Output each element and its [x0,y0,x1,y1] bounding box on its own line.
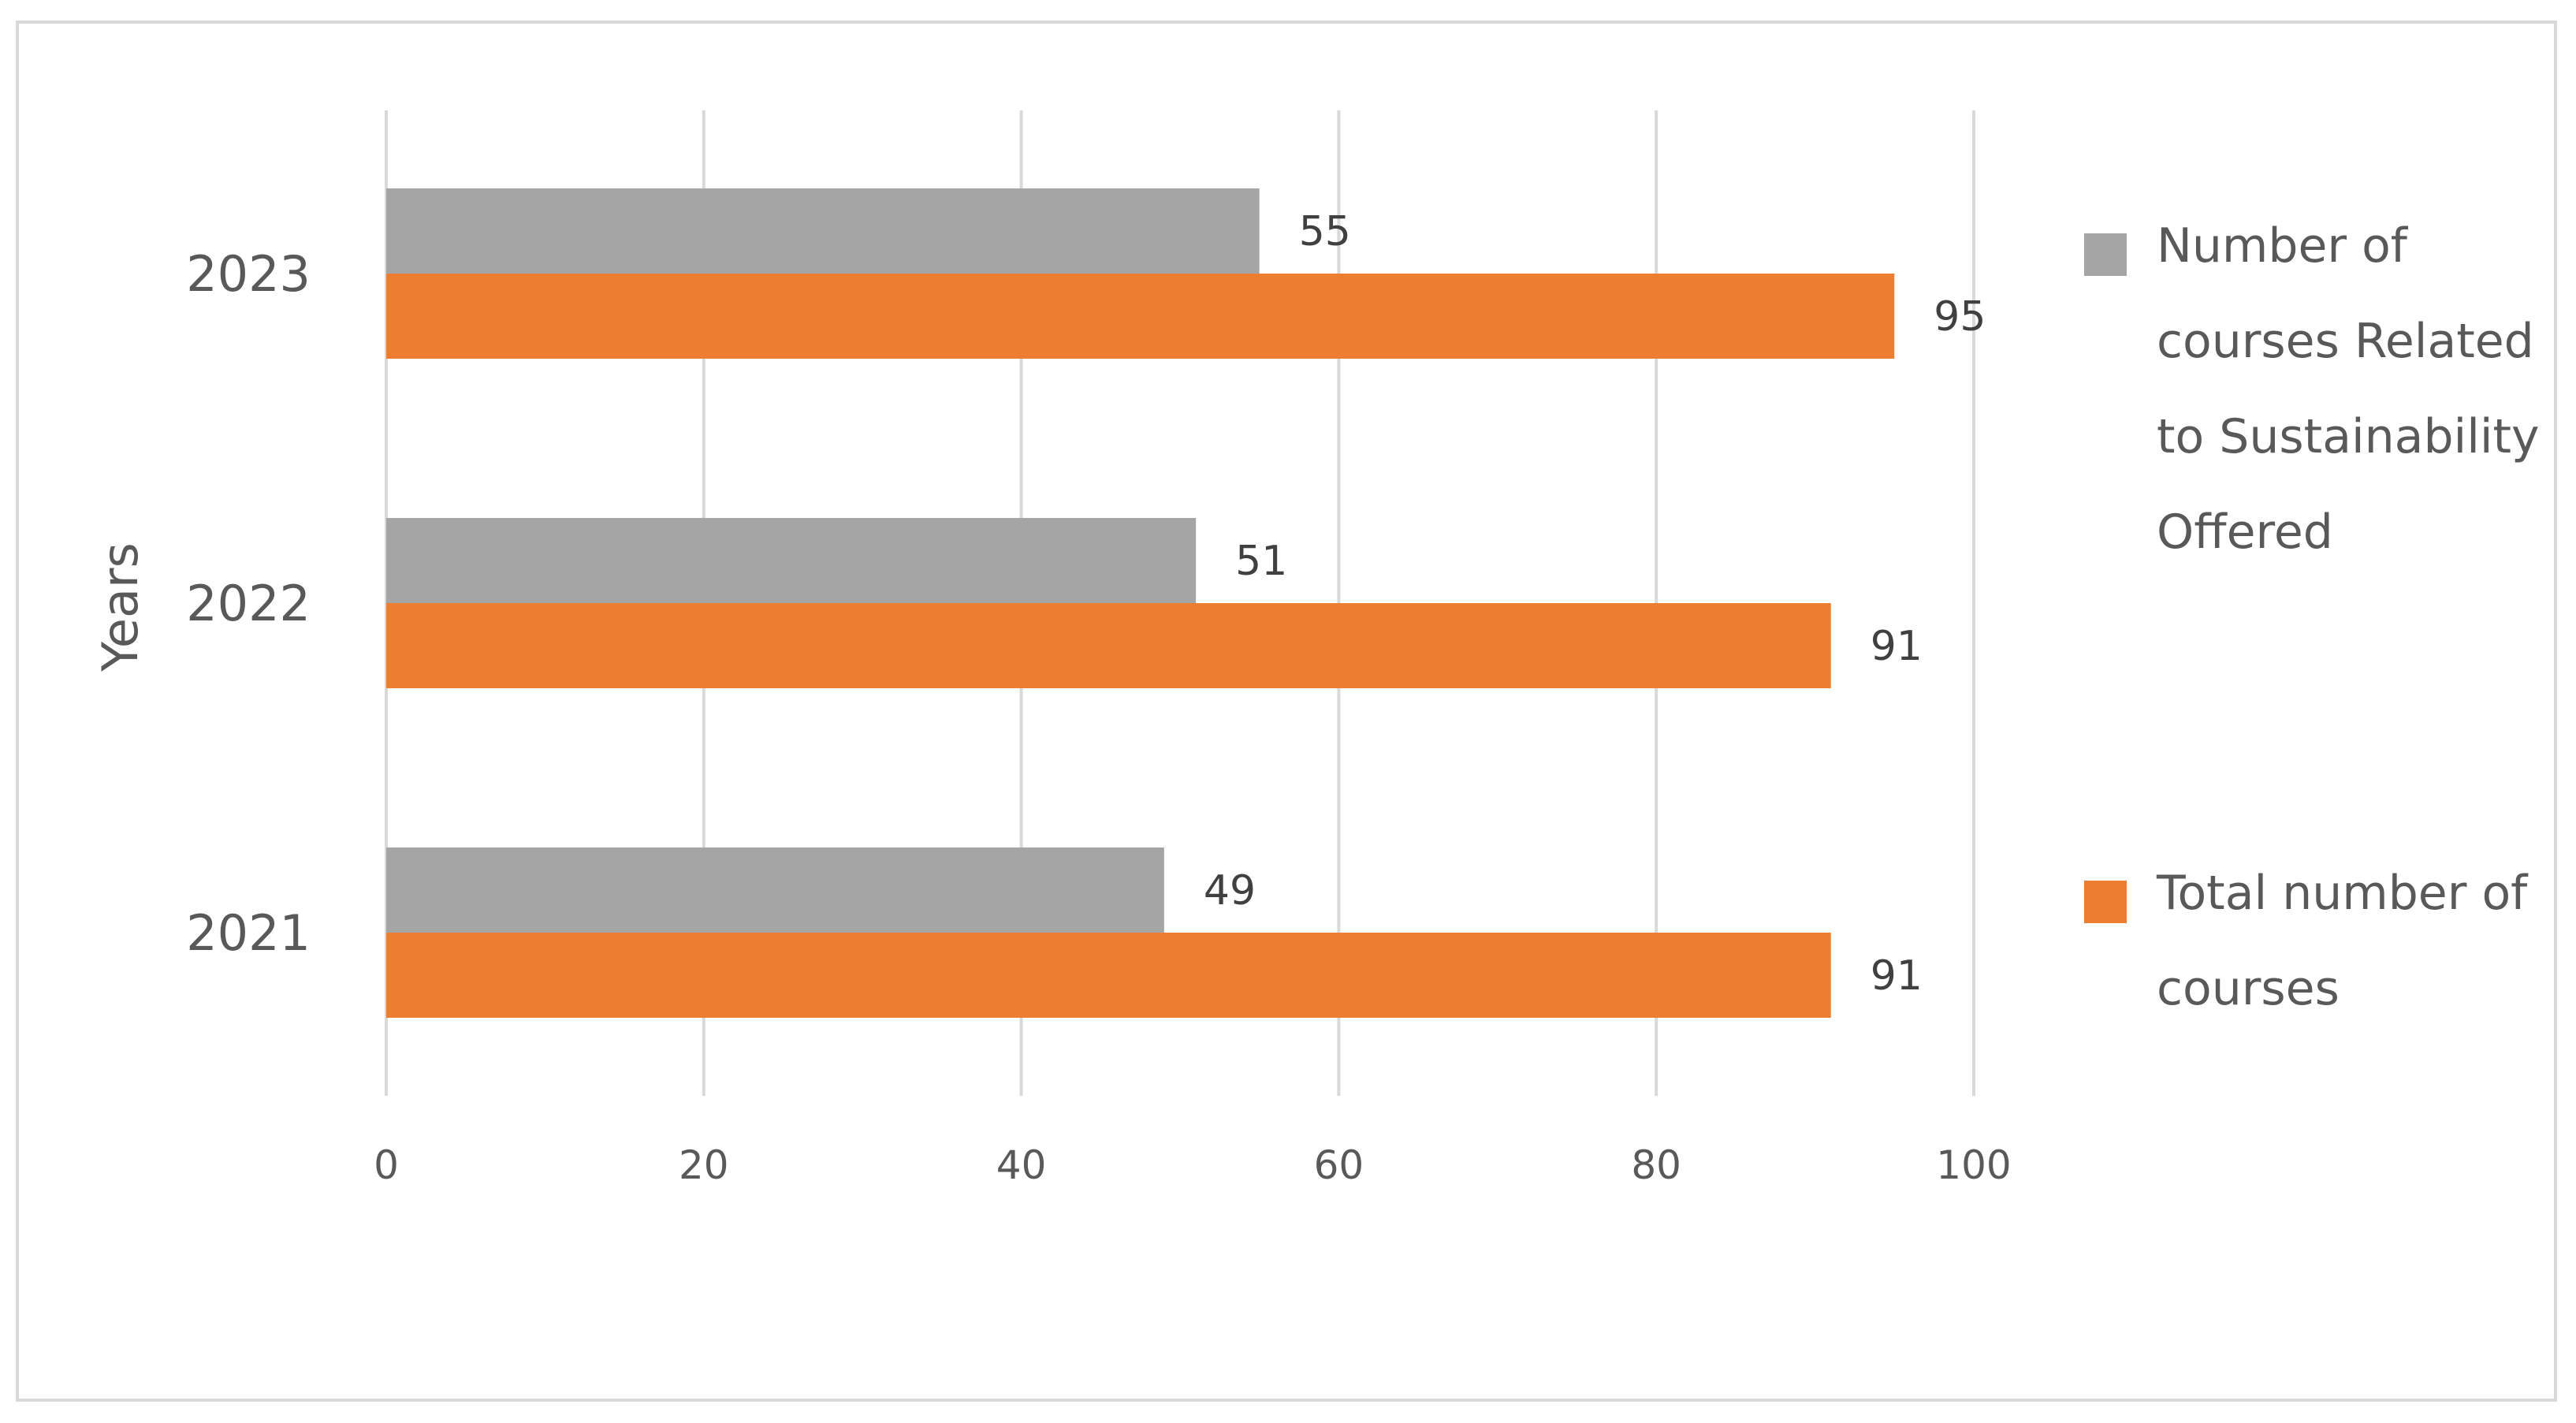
bars [386,188,1895,1018]
x-tick-label: 60 [1314,1142,1364,1188]
legend-label-line: Number of [2157,218,2409,274]
bar-chart: 49 51 55 91 91 95 0 20 40 60 80 100 2021 2022 2023 Yea… [91,110,2540,1188]
legend-label-line: to Sustainability [2157,409,2540,464]
legend-label-line: courses [2157,961,2340,1016]
data-labels: 49 51 55 91 91 95 [1204,208,1986,1000]
legend-swatch-sustainability [2084,233,2127,276]
legend-label-line: Offered [2157,505,2333,560]
data-label: 91 [1871,952,1923,1000]
data-label: 51 [1235,538,1287,585]
y-axis-title: Years [91,542,149,672]
bar-total-2021 [386,933,1831,1018]
y-category-label: 2023 [186,245,311,303]
legend: Number of courses Related to Sustainabilit… [2084,218,2540,1016]
bar-sustainability-2022 [386,518,1197,603]
x-tick-label: 100 [1936,1142,2011,1188]
x-tick-label: 80 [1631,1142,1681,1188]
data-label: 91 [1871,623,1923,670]
data-label: 55 [1299,208,1351,255]
bar-total-2022 [386,603,1831,688]
y-category-label: 2021 [186,904,311,962]
legend-label-line: Total number of [2156,866,2529,921]
x-tick-label: 20 [679,1142,729,1188]
data-label: 95 [1934,293,1986,341]
y-category-label: 2022 [186,575,311,632]
x-tick-label: 0 [374,1142,399,1188]
bar-sustainability-2023 [386,188,1260,274]
chart-frame: 49 51 55 91 91 95 0 20 40 60 80 100 2021 2022 2023 Yea… [16,20,2557,1402]
legend-label-line: courses Related [2157,314,2534,369]
bar-total-2023 [386,274,1895,359]
data-label: 49 [1204,867,1256,915]
x-tick-label: 40 [996,1142,1047,1188]
legend-swatch-total [2084,881,2127,923]
bar-sustainability-2021 [386,847,1164,933]
axes: 0 20 40 60 80 100 2021 2022 2023 Years [91,245,2012,1188]
